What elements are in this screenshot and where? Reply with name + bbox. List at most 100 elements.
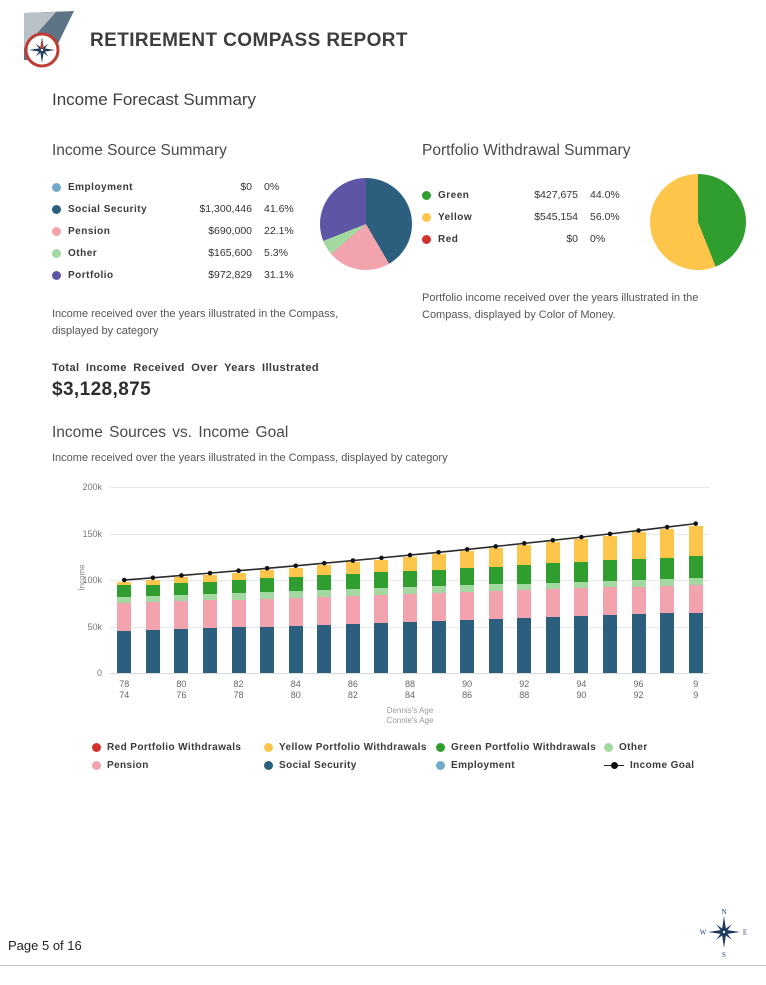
bar-segment-green-portfolio-withdrawals: [203, 581, 217, 594]
legend-label: Employment: [68, 181, 134, 193]
bar-segment-social-security: [231, 627, 246, 673]
bar-segment-other: [603, 580, 617, 588]
bar-segment-yellow-portfolio-withdrawals: [403, 556, 417, 571]
x-axis-title: Dennis's Age Connie's Age: [110, 706, 710, 726]
legend-row: Other $165,600 5.3%: [52, 242, 298, 264]
stacked-bar: [317, 565, 332, 673]
bar-segment-green-portfolio-withdrawals: [545, 563, 560, 583]
total-income-label: Total Income Received Over Years Illustr…: [52, 362, 319, 375]
legend-row: Green $427,675 44.0%: [422, 184, 628, 206]
bar-segment-other: [288, 591, 303, 598]
bar-segment-yellow-portfolio-withdrawals: [203, 575, 217, 582]
bar-segment-green-portfolio-withdrawals: [403, 570, 417, 588]
bar-segment-social-security: [517, 618, 532, 673]
bar-segment-yellow-portfolio-withdrawals: [431, 554, 446, 570]
bar-segment-yellow-portfolio-withdrawals: [117, 581, 132, 586]
stacked-bar: [517, 545, 532, 673]
bar-segment-social-security: [488, 619, 503, 673]
income-source-summary-title: Income Source Summary: [52, 142, 227, 159]
legend-value: $165,600: [208, 247, 252, 259]
bar-segment-other: [403, 587, 417, 594]
bar-segment-pension: [688, 584, 703, 613]
bar-segment-other: [460, 585, 475, 593]
color-dot: [264, 761, 273, 770]
y-tick-label: 0: [96, 668, 102, 678]
bar-segment-social-security: [431, 620, 446, 673]
stacked-bar: [145, 579, 160, 673]
bar-segment-green-portfolio-withdrawals: [260, 577, 275, 592]
stacked-bar: [631, 532, 646, 673]
svg-text:E: E: [743, 929, 747, 937]
secondary-age-label: Connie's Age: [386, 716, 434, 725]
legend-row: Pension $690,000 22.1%: [52, 220, 298, 242]
primary-age-label: Dennis's Age: [386, 706, 434, 715]
gridline: [110, 673, 710, 674]
bar-segment-yellow-portfolio-withdrawals: [660, 528, 675, 558]
legend-label: Green: [438, 189, 470, 201]
stacked-bar: [203, 575, 217, 673]
legend-dot: [422, 190, 431, 200]
stacked-bar: [431, 554, 446, 673]
bar-segment-green-portfolio-withdrawals: [174, 582, 189, 595]
bar-segment-pension: [603, 587, 617, 616]
bar-segment-yellow-portfolio-withdrawals: [574, 539, 589, 563]
bar-segment-other: [174, 594, 189, 602]
bar-segment-yellow-portfolio-withdrawals: [460, 551, 475, 568]
bar-segment-yellow-portfolio-withdrawals: [231, 572, 246, 580]
x-tick-label: 90 86: [462, 679, 473, 700]
bar-segment-pension: [545, 589, 560, 618]
bar-segment-pension: [403, 593, 417, 622]
bar-segment-yellow-portfolio-withdrawals: [688, 525, 703, 556]
legend-percent: 0%: [590, 233, 606, 245]
x-axis: 78 74 80 76 82 78 84 80 86 82 88 84 90 86 92 88 94 90 96 92…: [110, 679, 710, 705]
bar-segment-social-security: [174, 629, 189, 673]
stacked-bar: [488, 548, 503, 673]
bar-segment-other: [317, 590, 332, 597]
bar-segment-green-portfolio-withdrawals: [345, 574, 360, 590]
bar-segment-pension: [288, 597, 303, 626]
bar-segment-yellow-portfolio-withdrawals: [488, 548, 503, 567]
legend-row: Yellow $545,154 56.0%: [422, 206, 628, 228]
page-section-title: Income Forecast Summary: [52, 90, 257, 109]
legend-value: $972,829: [208, 269, 252, 281]
bar-segment-green-portfolio-withdrawals: [117, 585, 132, 597]
bar-segment-green-portfolio-withdrawals: [374, 572, 389, 589]
bar-segment-pension: [574, 588, 589, 617]
x-tick-label: 78 74: [119, 679, 130, 700]
x-tick-label: 92 88: [519, 679, 530, 700]
report-header: RETIREMENT COMPASS REPORT: [14, 8, 408, 74]
y-tick-label: 100k: [82, 575, 102, 585]
stacked-bar: [460, 551, 475, 673]
page-number: Page 5 of 16: [8, 938, 82, 953]
chart-legend-label: Employment: [451, 760, 516, 771]
legend-row: Employment $0 0%: [52, 176, 298, 198]
bar-segment-green-portfolio-withdrawals: [460, 567, 475, 586]
total-income-value: $3,128,875: [52, 379, 152, 401]
bar-segment-social-security: [374, 622, 389, 673]
chart-legend-item: Income Goal: [604, 760, 694, 771]
bar-segment-social-security: [203, 628, 217, 673]
income-source-legend: Employment $0 0% Social Security $1,300,…: [52, 176, 298, 286]
x-tick-label: 82 78: [233, 679, 244, 700]
bar-segment-social-security: [460, 620, 475, 673]
bar-segment-other: [660, 578, 675, 586]
bar-segment-other: [631, 579, 646, 587]
stacked-bar: [174, 577, 189, 673]
chart-legend-label: Red Portfolio Withdrawals: [107, 742, 242, 753]
bar-segment-social-security: [545, 617, 560, 673]
chart-legend-item: Other: [604, 742, 694, 753]
stacked-bar: [288, 567, 303, 673]
legend-dot: [422, 212, 431, 222]
stacked-bar: [574, 539, 589, 673]
chart-legend-item: Employment: [436, 760, 604, 771]
bar-segment-yellow-portfolio-withdrawals: [288, 567, 303, 578]
chart-legend-label: Social Security: [279, 760, 357, 771]
bar-segment-social-security: [403, 621, 417, 673]
legend-percent: 5.3%: [264, 247, 288, 259]
x-tick-label: 80 76: [176, 679, 187, 700]
x-tick-label: 88 84: [404, 679, 415, 700]
bar-segment-other: [260, 591, 275, 599]
bar-segment-social-security: [317, 624, 332, 673]
income-goal-line: [121, 521, 699, 583]
